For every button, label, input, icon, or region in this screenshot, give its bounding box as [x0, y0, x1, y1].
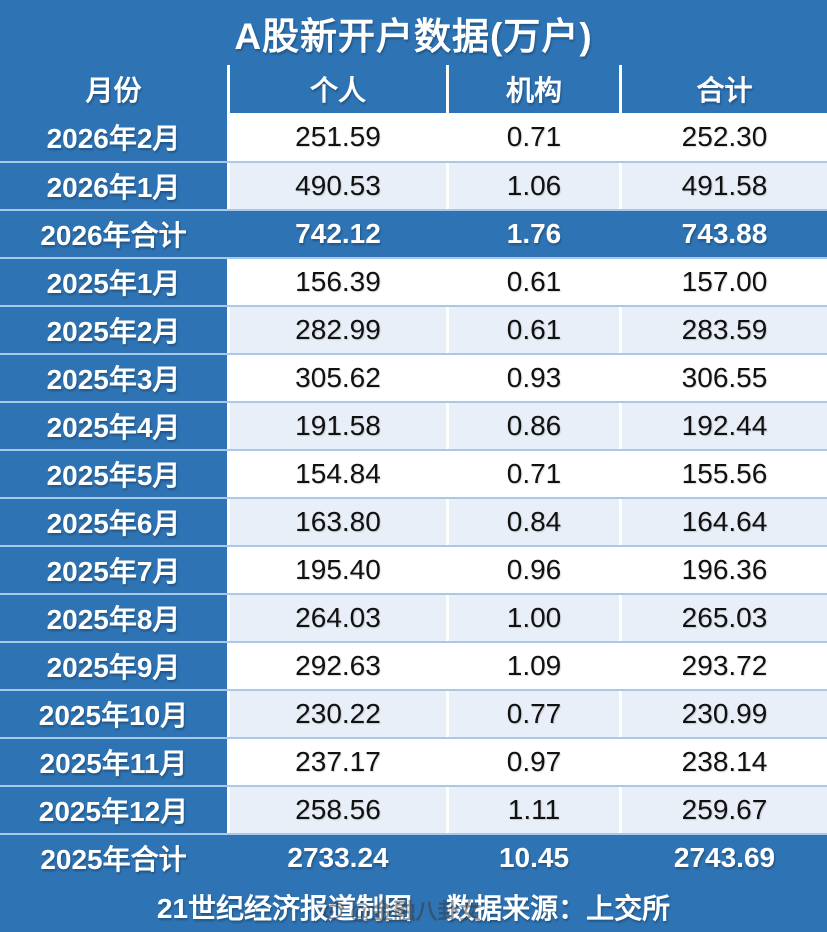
cell-institution: 0.86 [446, 403, 619, 449]
table-row: 2025年5月 154.84 0.71 155.56 [0, 449, 827, 497]
cell-total: 265.03 [619, 595, 827, 641]
cell-total: 283.59 [619, 307, 827, 353]
table-row: 2025年12月 258.56 1.11 259.67 [0, 785, 827, 833]
table-row: 2026年1月 490.53 1.06 491.58 [0, 161, 827, 209]
cell-month: 2025年12月 [0, 787, 227, 833]
cell-total: 293.72 [619, 643, 827, 689]
cell-total: 164.64 [619, 499, 827, 545]
cell-month: 2025年1月 [0, 259, 227, 305]
cell-personal: 264.03 [227, 595, 446, 641]
cell-month: 2025年合计 [0, 835, 227, 881]
cell-month: 2025年3月 [0, 355, 227, 401]
cell-total: 259.67 [619, 787, 827, 833]
footer-credit: 21世纪经济报道制图 [156, 892, 413, 924]
cell-month: 2026年2月 [0, 113, 227, 161]
cell-personal: 237.17 [227, 739, 446, 785]
cell-personal: 154.84 [227, 451, 446, 497]
cell-personal: 191.58 [227, 403, 446, 449]
cell-total: 238.14 [619, 739, 827, 785]
cell-personal: 742.12 [227, 211, 446, 257]
cell-institution: 1.00 [446, 595, 619, 641]
table-row-summary-2025: 2025年合计 2733.24 10.45 2743.69 [0, 833, 827, 881]
cell-personal: 292.63 [227, 643, 446, 689]
footer-source: 数据来源：上交所 [446, 892, 671, 924]
table-row: 2025年8月 264.03 1.00 265.03 [0, 593, 827, 641]
cell-institution: 0.61 [446, 307, 619, 353]
cell-month: 2025年9月 [0, 643, 227, 689]
cell-institution: 0.84 [446, 499, 619, 545]
cell-institution: 0.96 [446, 547, 619, 593]
table-row: 2025年10月 230.22 0.77 230.99 [0, 689, 827, 737]
cell-institution: 0.71 [446, 113, 619, 161]
column-header-month: 月份 [0, 65, 227, 113]
cell-month: 2025年8月 [0, 595, 227, 641]
table-row: 2025年9月 292.63 1.09 293.72 [0, 641, 827, 689]
table-row-summary-2026: 2026年合计 742.12 1.76 743.88 [0, 209, 827, 257]
cell-total: 157.00 [619, 259, 827, 305]
cell-total: 196.36 [619, 547, 827, 593]
cell-institution: 1.11 [446, 787, 619, 833]
cell-institution: 0.61 [446, 259, 619, 305]
cell-month: 2025年10月 [0, 691, 227, 737]
table-row: 2025年7月 195.40 0.96 196.36 [0, 545, 827, 593]
cell-institution: 0.93 [446, 355, 619, 401]
cell-month: 2025年2月 [0, 307, 227, 353]
cell-month: 2025年4月 [0, 403, 227, 449]
footer: 21世纪经济报道制图 数据来源：上交所 [0, 881, 827, 932]
table-row: 2025年4月 191.58 0.86 192.44 [0, 401, 827, 449]
cell-total: 491.58 [619, 163, 827, 209]
table-row: 2026年2月 251.59 0.71 252.30 [0, 113, 827, 161]
cell-month: 2026年合计 [0, 211, 227, 257]
cell-personal: 251.59 [227, 113, 446, 161]
cell-total: 192.44 [619, 403, 827, 449]
column-header-personal: 个人 [227, 65, 446, 113]
cell-total: 743.88 [619, 211, 827, 257]
cell-month: 2025年5月 [0, 451, 227, 497]
column-header-total: 合计 [619, 65, 827, 113]
cell-personal: 163.80 [227, 499, 446, 545]
cell-personal: 195.40 [227, 547, 446, 593]
cell-institution: 0.71 [446, 451, 619, 497]
table-header-row: 月份 个人 机构 合计 [0, 65, 827, 113]
cell-month: 2025年11月 [0, 739, 227, 785]
cell-total: 155.56 [619, 451, 827, 497]
cell-personal: 490.53 [227, 163, 446, 209]
cell-personal: 305.62 [227, 355, 446, 401]
cell-personal: 258.56 [227, 787, 446, 833]
cell-institution: 1.09 [446, 643, 619, 689]
cell-personal: 2733.24 [227, 835, 446, 881]
data-table: 月份 个人 机构 合计 2026年2月 251.59 0.71 252.30 2… [0, 65, 827, 881]
table-row: 2025年2月 282.99 0.61 283.59 [0, 305, 827, 353]
page-title: A股新开户数据(万户) [234, 15, 593, 57]
table-row: 2025年11月 237.17 0.97 238.14 [0, 737, 827, 785]
cell-personal: 230.22 [227, 691, 446, 737]
cell-institution: 0.97 [446, 739, 619, 785]
cell-total: 2743.69 [619, 835, 827, 881]
cell-institution: 0.77 [446, 691, 619, 737]
cell-total: 252.30 [619, 113, 827, 161]
table-row: 2025年3月 305.62 0.93 306.55 [0, 353, 827, 401]
cell-month: 2026年1月 [0, 163, 227, 209]
cell-month: 2025年6月 [0, 499, 227, 545]
table-row: 2025年6月 163.80 0.84 164.64 [0, 497, 827, 545]
cell-personal: 156.39 [227, 259, 446, 305]
cell-institution: 1.76 [446, 211, 619, 257]
cell-personal: 282.99 [227, 307, 446, 353]
column-header-institution: 机构 [446, 65, 619, 113]
cell-total: 306.55 [619, 355, 827, 401]
table-row: 2025年1月 156.39 0.61 157.00 [0, 257, 827, 305]
cell-total: 230.99 [619, 691, 827, 737]
cell-institution: 10.45 [446, 835, 619, 881]
cell-institution: 1.06 [446, 163, 619, 209]
cell-month: 2025年7月 [0, 547, 227, 593]
